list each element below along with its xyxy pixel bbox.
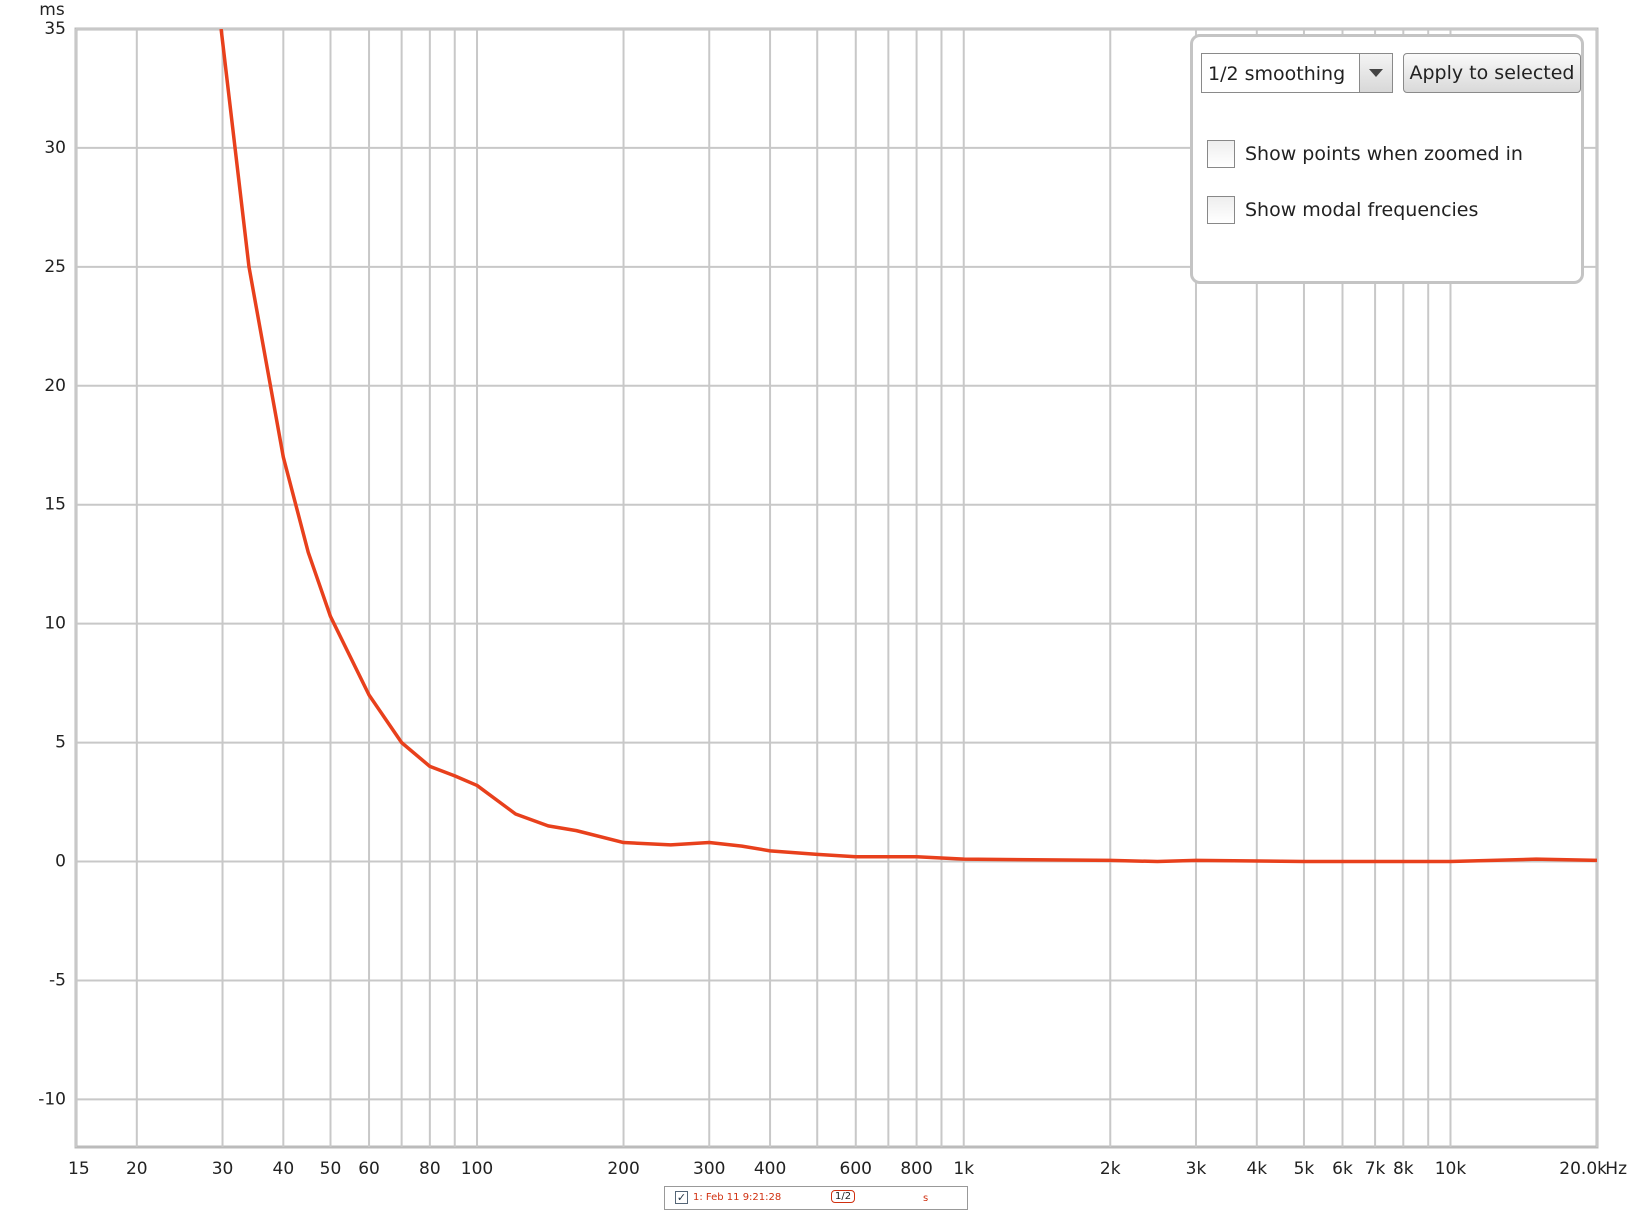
apply-button[interactable]: Apply to selected [1403,53,1581,93]
y-tick-label: -5 [49,970,66,990]
x-tick-label: 6k [1332,1159,1353,1179]
checkbox[interactable] [1207,140,1235,168]
legend-smoothing: 1/2 [831,1190,856,1203]
y-tick-label: 10 [44,614,66,634]
x-tick-label: 300 [693,1159,725,1179]
y-tick-label: 30 [44,138,66,158]
checkbox-label: Show modal frequencies [1245,199,1479,221]
y-tick-label: 15 [44,495,66,515]
y-unit: ms [39,0,65,20]
y-tick-label: 20 [44,376,66,396]
legend: ✓ 1: Feb 11 9:21:28 1/2 s [664,1186,968,1210]
x-tick-label: 400 [754,1159,786,1179]
y-tick-label: 0 [55,852,66,872]
x-tick-label: 10k [1435,1159,1467,1179]
series-line [219,29,1597,864]
x-tick-label: 15 [68,1159,90,1179]
y-tick-label: 35 [44,19,66,39]
x-tick-label: 20 [126,1159,148,1179]
x-unit: Hz [1605,1159,1627,1179]
y-tick-label: -10 [38,1089,66,1109]
x-tick-label: 30 [212,1159,234,1179]
x-tick-label: 50 [320,1159,342,1179]
smoothing-select[interactable]: 1/2 smoothing [1201,53,1393,93]
x-tick-label: 7k [1365,1159,1386,1179]
x-tick-label: 80 [419,1159,441,1179]
y-tick-label: 5 [55,733,66,753]
legend-entry: 1: Feb 11 9:21:28 [693,1192,782,1203]
x-tick-label: 4k [1246,1159,1267,1179]
x-tick-label: 5k [1294,1159,1315,1179]
x-tick-label: 1k [953,1159,974,1179]
x-tick-label: 3k [1186,1159,1207,1179]
x-tick-label: 200 [607,1159,639,1179]
legend-tail: s [923,1193,929,1204]
checkbox[interactable] [1207,196,1235,224]
x-tick-label: 800 [900,1159,932,1179]
control-panel: 1/2 smoothing Apply to selected Show poi… [1190,34,1584,284]
x-tick-label: 100 [461,1159,493,1179]
legend-checkbox[interactable]: ✓ [675,1191,688,1204]
x-tick-label: 60 [358,1159,380,1179]
dropdown-arrow[interactable] [1359,54,1392,92]
checkbox-label: Show points when zoomed in [1245,143,1523,165]
x-tick-label: 20.0k [1559,1159,1607,1179]
y-tick-label: 25 [44,257,66,277]
smoothing-text: 1/2 smoothing [1208,63,1346,85]
x-tick-label: 2k [1100,1159,1121,1179]
x-tick-label: 8k [1393,1159,1414,1179]
x-tick-label: 40 [273,1159,295,1179]
x-tick-label: 600 [840,1159,872,1179]
